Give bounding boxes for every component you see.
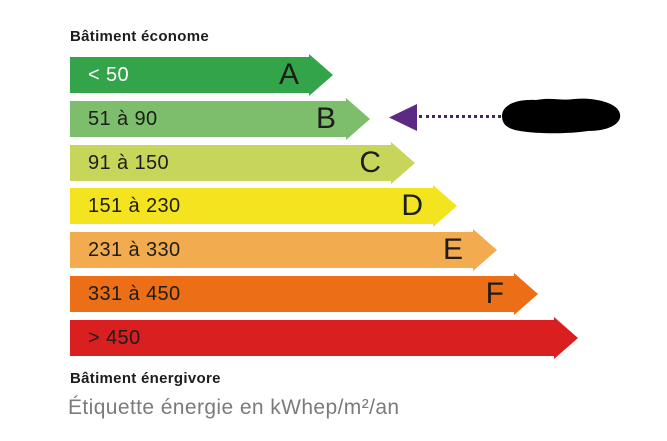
arrow-polygon xyxy=(70,273,538,315)
arrow-polygon xyxy=(70,98,370,140)
energy-class-row-b: 51 à 90 B xyxy=(70,98,370,140)
energy-class-letter: B xyxy=(315,102,336,135)
energy-class-range-label: 51 à 90 xyxy=(88,108,158,130)
energy-intensive-building-label: Bâtiment énergivore xyxy=(70,370,221,387)
arrow-polygon xyxy=(70,229,497,271)
indicator-dotted-line xyxy=(419,115,501,118)
energy-class-range-label: > 450 xyxy=(88,327,141,349)
energy-class-row-a: < 50 A xyxy=(70,54,333,96)
redaction-scribble xyxy=(502,98,621,134)
energy-class-row-c: 91 à 150 C xyxy=(70,142,415,184)
energy-class-arrow-shape xyxy=(70,98,370,140)
energy-class-range-label: 151 à 230 xyxy=(88,195,181,217)
economical-building-label: Bâtiment économe xyxy=(70,28,209,45)
energy-class-letter: C xyxy=(359,146,381,179)
energy-class-range-label: 231 à 330 xyxy=(88,239,181,261)
energy-class-row-f: 331 à 450 F xyxy=(70,273,538,315)
indicator-left-arrow-shape xyxy=(389,104,417,131)
energy-class-arrow-shape xyxy=(70,54,333,96)
energy-class-arrow-shape xyxy=(70,229,497,271)
energy-class-arrow-shape xyxy=(70,317,578,359)
energy-class-row-g: > 450 xyxy=(70,317,578,359)
energy-class-row-e: 231 à 330 E xyxy=(70,229,497,271)
arrow-polygon xyxy=(70,142,415,184)
energy-class-arrow-shape xyxy=(70,142,415,184)
arrow-polygon xyxy=(70,54,333,96)
energy-class-arrow-shape xyxy=(70,185,457,227)
energy-class-range-label: 91 à 150 xyxy=(88,152,170,174)
energy-class-letter: F xyxy=(485,277,504,310)
indicator-left-arrow-icon xyxy=(389,104,417,131)
redaction-scribble-shape xyxy=(502,98,621,134)
energy-class-letter: E xyxy=(442,233,463,266)
energy-class-range-label: < 50 xyxy=(88,64,130,86)
energy-class-arrow-shape xyxy=(70,273,538,315)
arrow-polygon xyxy=(70,185,457,227)
energy-class-letter: A xyxy=(278,58,299,91)
energy-class-row-d: 151 à 230 D xyxy=(70,185,457,227)
energy-class-range-label: 331 à 450 xyxy=(88,283,181,305)
energy-class-letter: D xyxy=(401,189,423,222)
energy-scale-caption: Étiquette énergie en kWhep/m²/an xyxy=(68,396,400,419)
arrow-polygon xyxy=(70,317,578,359)
